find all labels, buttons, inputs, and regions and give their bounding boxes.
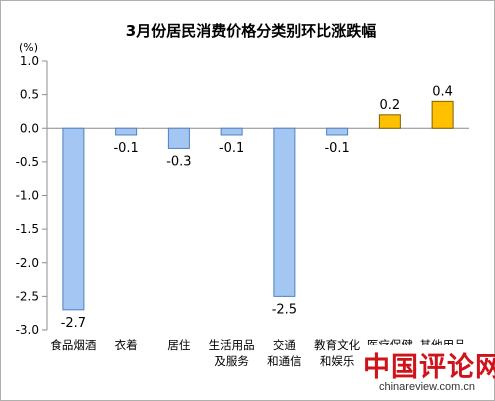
bar xyxy=(220,127,243,136)
bar xyxy=(115,127,138,136)
bar xyxy=(431,100,454,129)
bar xyxy=(273,127,296,297)
y-tick-label: 0.0 xyxy=(20,121,39,135)
value-labels-group: -2.7 -0.1 -0.3 -0.1 -2.5 -0.1 0.2 0.4 xyxy=(61,84,453,330)
chart-title: 3月份居民消费价格分类别环比涨跌幅 xyxy=(126,22,376,40)
y-tick-label: -3.0 xyxy=(16,323,39,337)
data-label: 0.2 xyxy=(380,98,401,113)
watermark: 中国评论网 chinareview.com.cn xyxy=(361,345,495,400)
bar xyxy=(62,127,85,311)
bars-group xyxy=(62,100,454,311)
data-label: -0.3 xyxy=(166,154,191,169)
watermark-logo: 中国评论网 xyxy=(363,352,495,383)
x-tick-label: 衣着 xyxy=(115,338,138,352)
x-tick-label: 食品烟酒 xyxy=(50,338,96,352)
x-tick-label: 生活用品 xyxy=(209,338,255,352)
x-tick-label: 交通 xyxy=(273,338,296,352)
y-axis: 1.0 0.5 0.0 -0.5 -1.0 -1.5 -2.0 -2.5 -3.0 xyxy=(16,54,469,337)
y-tick-label: -1.5 xyxy=(16,222,39,236)
x-tick-label: 教育文化 xyxy=(314,338,360,352)
y-tick-label: -1.0 xyxy=(16,189,39,203)
y-tick-label: -2.0 xyxy=(16,256,39,270)
data-label: 0.4 xyxy=(432,84,453,99)
y-tick-label: 1.0 xyxy=(20,54,39,68)
bar xyxy=(326,127,349,136)
x-tick-label: 和通信 xyxy=(267,354,302,368)
watermark-url: chinareview.com.cn xyxy=(379,381,475,393)
data-label: -0.1 xyxy=(219,141,244,156)
x-tick-label: 居住 xyxy=(167,338,190,352)
x-tick-label: 和娱乐 xyxy=(320,354,355,368)
bar xyxy=(378,114,401,129)
y-tick-label: -0.5 xyxy=(16,155,39,169)
data-label: -0.1 xyxy=(113,141,138,156)
data-label: -2.7 xyxy=(61,316,86,331)
bar xyxy=(167,127,190,149)
data-label: -0.1 xyxy=(324,141,349,156)
y-tick-label: -2.5 xyxy=(16,289,39,303)
y-axis-unit: (%) xyxy=(19,41,38,54)
y-tick-label: 0.5 xyxy=(20,88,39,102)
data-label: -2.5 xyxy=(272,302,297,317)
x-tick-label: 及服务 xyxy=(214,354,249,368)
